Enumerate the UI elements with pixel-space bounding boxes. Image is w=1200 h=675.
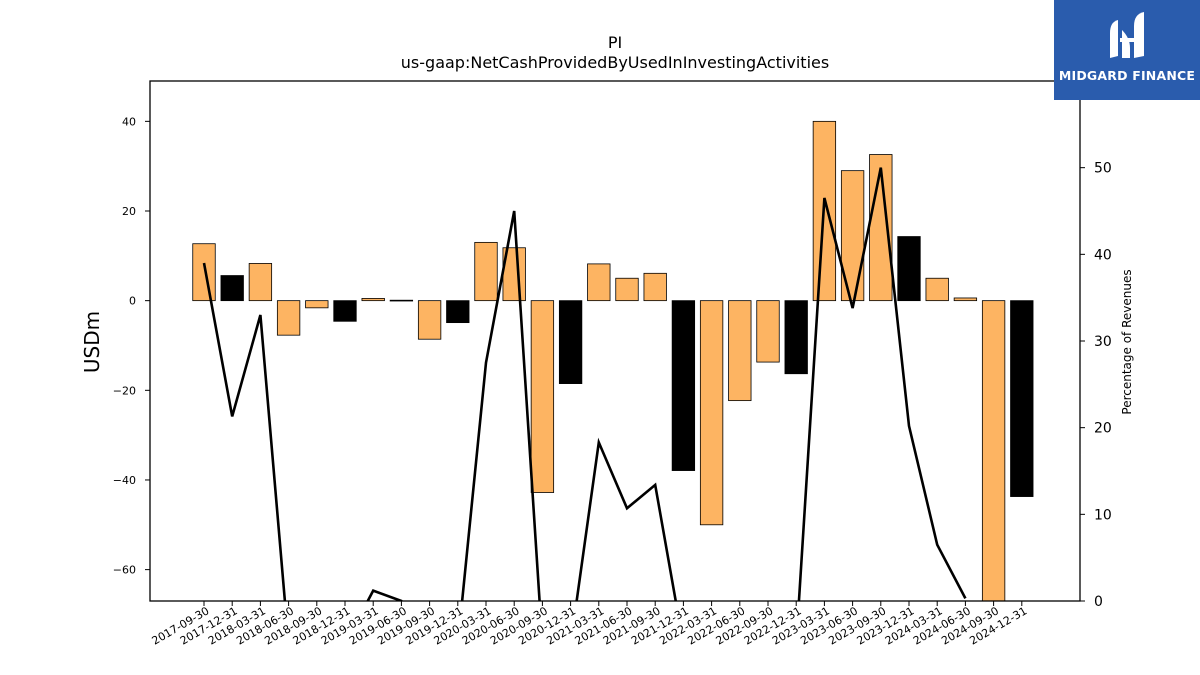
bar <box>981 300 1006 601</box>
bar <box>671 300 696 471</box>
y-tick-label: 40 <box>122 115 136 128</box>
percentage-line <box>202 167 967 601</box>
bar <box>953 297 978 302</box>
y-tick-label: 0 <box>129 295 136 308</box>
bar <box>925 277 949 302</box>
bar <box>417 300 442 340</box>
bar <box>728 300 752 402</box>
logo-text: MIDGARD FINANCE <box>1058 68 1196 83</box>
chart-title: PI <box>608 33 622 52</box>
y2-tick-label: 40 <box>1094 247 1112 263</box>
y-axis-label: USDm <box>80 311 104 373</box>
bar <box>276 300 301 336</box>
bar <box>333 300 357 322</box>
bar <box>1010 300 1034 497</box>
y-tick-label: −60 <box>113 564 136 577</box>
bar <box>389 299 414 302</box>
y2-axis-label: Percentage of Revenues <box>1120 269 1134 414</box>
y2-tick-label: 20 <box>1094 421 1112 437</box>
plot-frame <box>149 80 1081 602</box>
bar <box>558 300 583 384</box>
bar <box>643 272 667 302</box>
bar <box>897 236 921 302</box>
logo-mark-icon <box>1110 12 1144 58</box>
plot-area: −60−40−2002040010203040502017-09-302017-… <box>113 80 1112 648</box>
bar <box>192 243 216 302</box>
bar <box>615 277 639 302</box>
company-logo: MIDGARD FINANCE <box>1054 0 1200 100</box>
y2-tick-label: 10 <box>1094 507 1112 523</box>
bar <box>587 263 611 302</box>
y-tick-label: −40 <box>113 474 136 487</box>
y2-tick-label: 50 <box>1094 161 1112 177</box>
bar <box>361 298 385 302</box>
y2-tick-label: 0 <box>1094 594 1103 610</box>
bar <box>305 300 329 309</box>
bar <box>530 300 555 493</box>
bar <box>220 275 244 302</box>
bar <box>446 300 470 324</box>
y2-tick-label: 30 <box>1094 334 1112 350</box>
chart-subtitle: us-gaap:NetCashProvidedByUsedInInvesting… <box>401 53 829 72</box>
y-tick-label: −20 <box>113 384 136 397</box>
y-tick-label: 20 <box>122 205 136 218</box>
bar <box>474 241 498 302</box>
bar-group <box>192 120 1034 601</box>
bar <box>840 170 865 302</box>
bar <box>784 300 808 375</box>
bar <box>248 263 273 302</box>
bar <box>756 300 780 363</box>
bar <box>699 300 724 526</box>
